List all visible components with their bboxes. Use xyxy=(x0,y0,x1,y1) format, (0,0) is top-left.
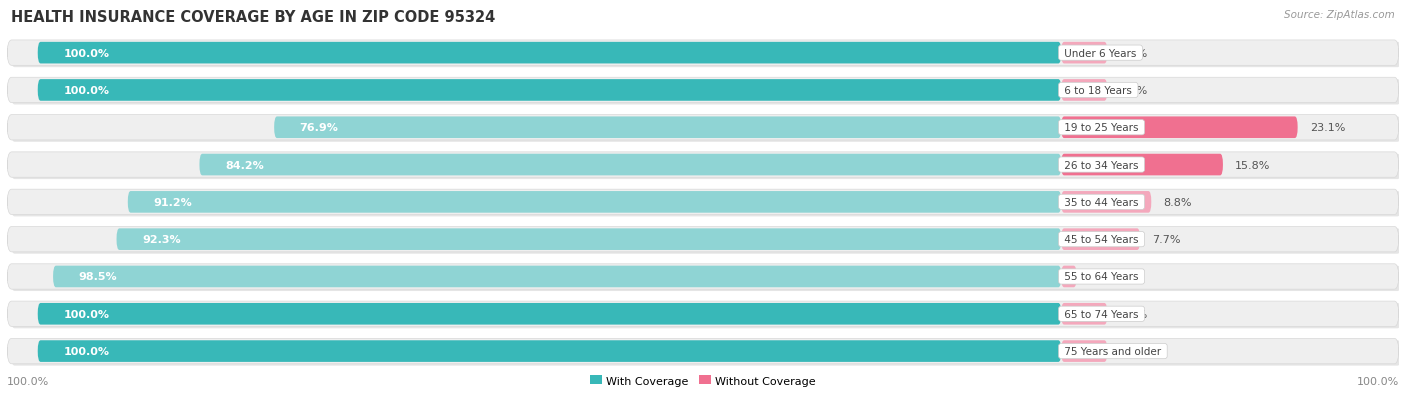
Text: 0.0%: 0.0% xyxy=(1119,346,1147,356)
FancyBboxPatch shape xyxy=(10,229,1402,254)
Text: 55 to 64 Years: 55 to 64 Years xyxy=(1062,272,1142,282)
FancyBboxPatch shape xyxy=(117,229,1062,250)
Text: 26 to 34 Years: 26 to 34 Years xyxy=(1062,160,1142,170)
Text: 45 to 54 Years: 45 to 54 Years xyxy=(1062,235,1142,244)
Text: 65 to 74 Years: 65 to 74 Years xyxy=(1062,309,1142,319)
FancyBboxPatch shape xyxy=(128,192,1062,213)
FancyBboxPatch shape xyxy=(1062,266,1077,287)
FancyBboxPatch shape xyxy=(10,117,1402,142)
Text: HEALTH INSURANCE COVERAGE BY AGE IN ZIP CODE 95324: HEALTH INSURANCE COVERAGE BY AGE IN ZIP … xyxy=(11,10,495,25)
Text: 100.0%: 100.0% xyxy=(7,376,49,386)
FancyBboxPatch shape xyxy=(10,192,1402,217)
FancyBboxPatch shape xyxy=(38,340,1062,362)
FancyBboxPatch shape xyxy=(1062,192,1152,213)
Text: 7.7%: 7.7% xyxy=(1153,235,1181,244)
Text: 6 to 18 Years: 6 to 18 Years xyxy=(1062,86,1135,96)
FancyBboxPatch shape xyxy=(10,340,1402,366)
FancyBboxPatch shape xyxy=(7,115,1399,140)
FancyBboxPatch shape xyxy=(1062,303,1108,325)
Text: 75 Years and older: 75 Years and older xyxy=(1062,346,1164,356)
Text: 8.8%: 8.8% xyxy=(1164,197,1192,207)
Text: 0.0%: 0.0% xyxy=(1119,48,1147,59)
Text: 100.0%: 100.0% xyxy=(63,309,110,319)
FancyBboxPatch shape xyxy=(200,154,1062,176)
FancyBboxPatch shape xyxy=(7,190,1399,215)
FancyBboxPatch shape xyxy=(10,303,1402,328)
FancyBboxPatch shape xyxy=(10,266,1402,291)
FancyBboxPatch shape xyxy=(1062,229,1140,250)
FancyBboxPatch shape xyxy=(7,227,1399,252)
FancyBboxPatch shape xyxy=(1062,154,1223,176)
Text: 19 to 25 Years: 19 to 25 Years xyxy=(1062,123,1142,133)
Text: 91.2%: 91.2% xyxy=(153,197,193,207)
Text: 100.0%: 100.0% xyxy=(63,48,110,59)
Text: 0.0%: 0.0% xyxy=(1119,309,1147,319)
Text: 35 to 44 Years: 35 to 44 Years xyxy=(1062,197,1142,207)
Text: 76.9%: 76.9% xyxy=(299,123,339,133)
FancyBboxPatch shape xyxy=(7,78,1399,103)
FancyBboxPatch shape xyxy=(10,43,1402,68)
FancyBboxPatch shape xyxy=(274,117,1062,139)
FancyBboxPatch shape xyxy=(1062,117,1298,139)
Legend: With Coverage, Without Coverage: With Coverage, Without Coverage xyxy=(586,371,820,390)
FancyBboxPatch shape xyxy=(1062,43,1108,64)
Text: 1.5%: 1.5% xyxy=(1088,272,1118,282)
FancyBboxPatch shape xyxy=(1062,340,1108,362)
FancyBboxPatch shape xyxy=(38,303,1062,325)
Text: Under 6 Years: Under 6 Years xyxy=(1062,48,1140,59)
Text: Source: ZipAtlas.com: Source: ZipAtlas.com xyxy=(1284,10,1395,20)
Text: 100.0%: 100.0% xyxy=(63,86,110,96)
Text: 100.0%: 100.0% xyxy=(1357,376,1399,386)
Text: 15.8%: 15.8% xyxy=(1236,160,1271,170)
Text: 92.3%: 92.3% xyxy=(142,235,181,244)
FancyBboxPatch shape xyxy=(7,264,1399,290)
FancyBboxPatch shape xyxy=(38,80,1062,102)
FancyBboxPatch shape xyxy=(10,154,1402,180)
FancyBboxPatch shape xyxy=(7,152,1399,178)
FancyBboxPatch shape xyxy=(7,301,1399,327)
Text: 84.2%: 84.2% xyxy=(225,160,264,170)
FancyBboxPatch shape xyxy=(1062,80,1108,102)
FancyBboxPatch shape xyxy=(53,266,1062,287)
Text: 0.0%: 0.0% xyxy=(1119,86,1147,96)
FancyBboxPatch shape xyxy=(10,80,1402,105)
FancyBboxPatch shape xyxy=(7,41,1399,66)
FancyBboxPatch shape xyxy=(7,339,1399,364)
Text: 23.1%: 23.1% xyxy=(1310,123,1346,133)
Text: 98.5%: 98.5% xyxy=(79,272,117,282)
Text: 100.0%: 100.0% xyxy=(63,346,110,356)
FancyBboxPatch shape xyxy=(38,43,1062,64)
